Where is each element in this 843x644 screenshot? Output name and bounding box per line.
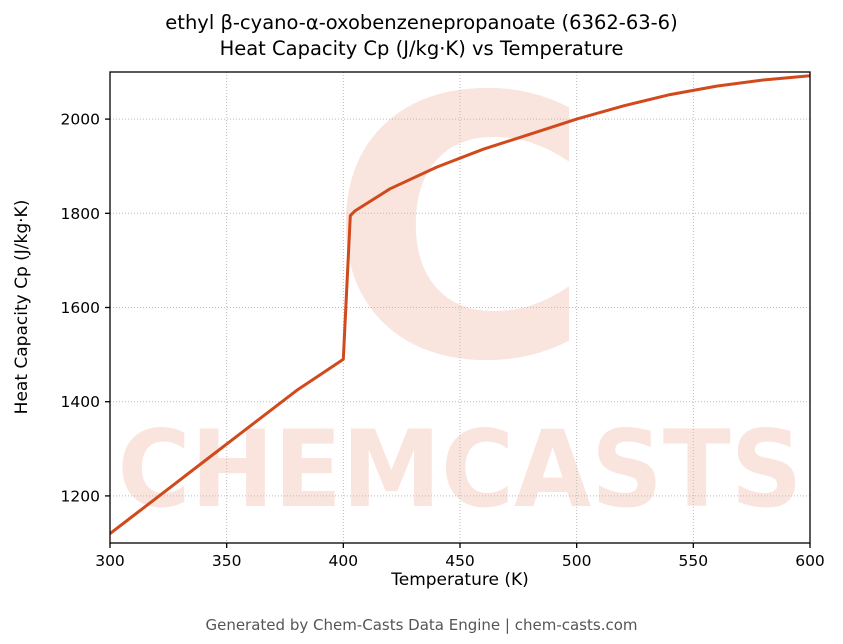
x-tick-label: 300 [95,552,125,570]
heat-capacity-curve [110,74,810,536]
chart-title-line2: Heat Capacity Cp (J/kg·K) vs Temperature [219,37,624,60]
y-tick-label: 1600 [61,299,100,317]
y-tick-label: 2000 [61,111,100,129]
y-tick-label: 1200 [61,487,100,505]
y-tick-label: 1800 [61,205,100,223]
tick-labels: 300 350 400 450 500 550 600 1200 1400 1600 1800 200… [61,111,825,570]
chart-title-line1: ethyl β-cyano-α-oxobenzenepropanoate (63… [165,11,678,34]
y-tick-label: 1400 [61,393,100,411]
axis-ticks [105,118,811,548]
x-tick-label: 450 [445,552,475,570]
x-tick-label: 500 [562,552,592,570]
x-axis-label: Temperature (K) [391,570,529,590]
x-tick-label: 550 [679,552,709,570]
watermark-logo-icon: C [328,21,592,440]
x-tick-label: 400 [329,552,359,570]
footer-attribution: Generated by Chem-Casts Data Engine | ch… [205,616,638,634]
x-tick-label: 600 [795,552,825,570]
x-tick-label: 350 [212,552,242,570]
y-axis-label: Heat Capacity Cp (J/kg·K) [12,199,32,415]
